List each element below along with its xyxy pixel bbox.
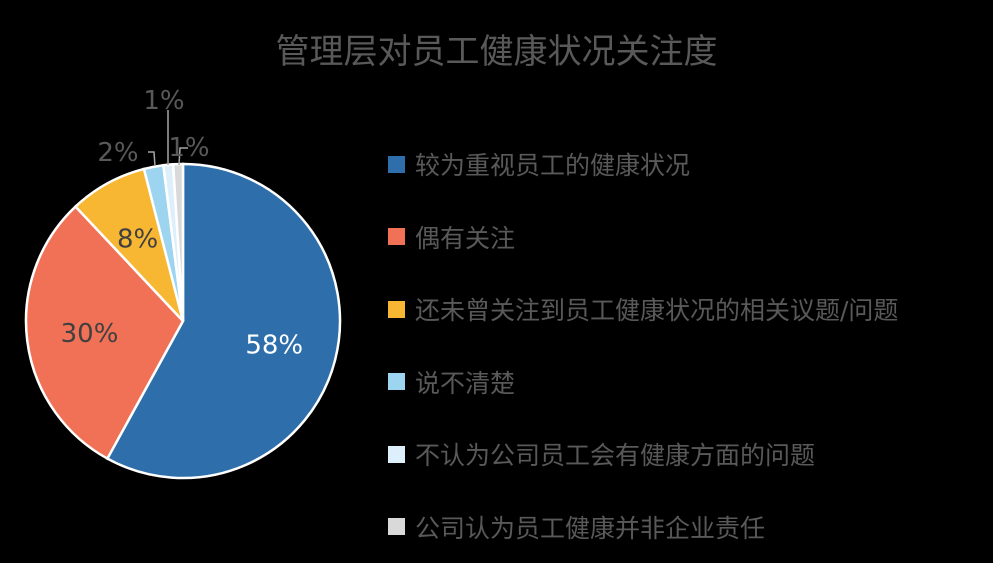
legend-label: 不认为公司员工会有健康方面的问题 — [415, 436, 815, 472]
legend-item: 还未曾关注到员工健康状况的相关议题/问题 — [388, 273, 898, 346]
legend-swatch — [388, 446, 405, 463]
data-label: 1% — [143, 86, 184, 116]
legend-label: 较为重视员工的健康状况 — [415, 146, 690, 182]
legend-label: 还未曾关注到员工健康状况的相关议题/问题 — [415, 291, 898, 327]
legend-label: 说不清楚 — [415, 364, 515, 400]
data-label: 58% — [245, 330, 303, 360]
legend-item: 说不清楚 — [388, 346, 898, 419]
data-label: 1% — [168, 133, 209, 163]
legend-item: 较为重视员工的健康状况 — [388, 128, 898, 201]
legend: 较为重视员工的健康状况偶有关注还未曾关注到员工健康状况的相关议题/问题说不清楚不… — [388, 128, 898, 563]
legend-swatch — [388, 228, 405, 245]
data-label: 8% — [117, 224, 158, 254]
legend-label: 公司认为员工健康并非企业责任 — [415, 509, 765, 545]
data-label: 30% — [61, 319, 119, 349]
legend-swatch — [388, 373, 405, 390]
legend-swatch — [388, 156, 405, 173]
data-label: 2% — [97, 138, 138, 168]
legend-item: 不认为公司员工会有健康方面的问题 — [388, 418, 898, 491]
legend-swatch — [388, 301, 405, 318]
legend-swatch — [388, 518, 405, 535]
legend-label: 偶有关注 — [415, 219, 515, 255]
leader-line — [148, 152, 155, 166]
legend-item: 偶有关注 — [388, 201, 898, 274]
legend-item: 公司认为员工健康并非企业责任 — [388, 491, 898, 563]
